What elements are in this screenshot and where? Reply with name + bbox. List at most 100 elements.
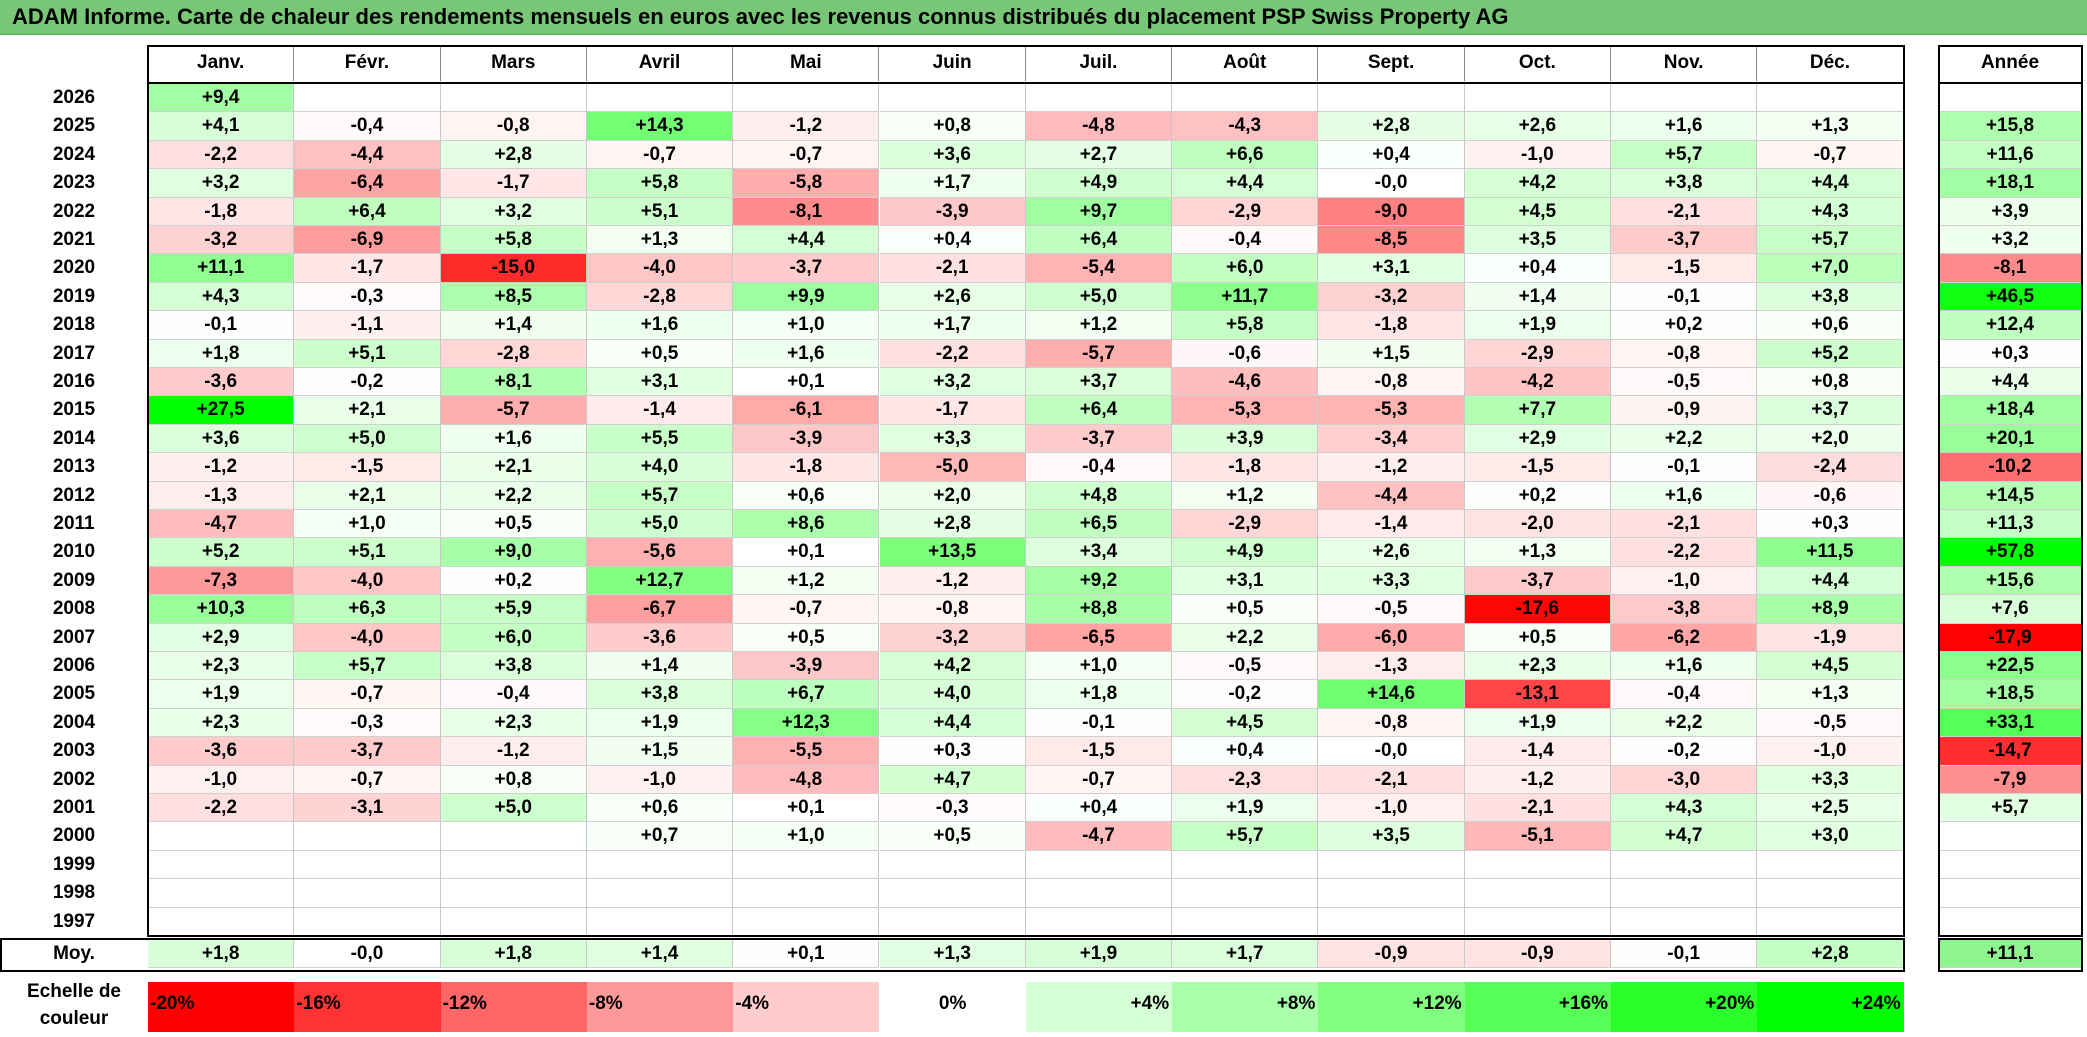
- heatmap-cell: +5,8: [586, 169, 734, 198]
- heatmap-cell: +1,5: [1318, 339, 1465, 368]
- average-cell: +1,9: [1025, 940, 1173, 968]
- heatmap-cell: [1318, 879, 1465, 908]
- heatmap-cell: +5,1: [294, 538, 441, 567]
- average-cell: -0,9: [1318, 940, 1465, 968]
- heatmap-cell: +13,5: [879, 538, 1026, 567]
- heatmap-cell: +0,8: [879, 112, 1026, 141]
- heatmap-cell: +2,2: [1172, 623, 1319, 652]
- heatmap-cell: +14,6: [1318, 680, 1465, 709]
- heatmap-cell: -4,0: [294, 623, 441, 652]
- heatmap-cell: +0,1: [733, 794, 880, 823]
- heatmap-cell: [1757, 907, 1904, 936]
- average-cell: +2,8: [1757, 940, 1904, 968]
- heatmap-cell: -15,0: [440, 254, 587, 283]
- year-label: 2007: [52, 626, 96, 648]
- heatmap-cell: +2,2: [1611, 708, 1758, 738]
- heatmap-cell: -1,4: [586, 396, 734, 425]
- heatmap-cell: [148, 850, 295, 880]
- year-label: 2017: [52, 342, 96, 364]
- heatmap-cell: -5,7: [440, 396, 587, 425]
- heatmap-cell: [1757, 850, 1904, 880]
- heatmap-cell: -0,5: [1757, 708, 1904, 738]
- heatmap-cell: -0,0: [1318, 737, 1465, 766]
- heatmap-cell: -3,9: [879, 197, 1026, 226]
- heatmap-cell: +4,4: [879, 708, 1026, 738]
- heatmap-cell: -1,8: [148, 197, 295, 226]
- header-rule-months: [148, 82, 1904, 84]
- color-scale-label: Echelle de couleur: [27, 981, 121, 1029]
- heatmap-cell: -3,7: [1464, 566, 1611, 596]
- heatmap-cell: [1025, 84, 1173, 113]
- heatmap-cell: -4,6: [1172, 368, 1319, 397]
- heatmap-cell: +2,3: [148, 652, 295, 681]
- heatmap-cell: [586, 879, 734, 908]
- heatmap-cell: +2,3: [440, 708, 587, 738]
- month-header: Sept.: [1318, 46, 1465, 81]
- heatmap-cell: [148, 879, 295, 908]
- heatmap-cell: [1611, 84, 1758, 113]
- heatmap-cell: -2,1: [1464, 794, 1611, 823]
- heatmap-cell: -0,0: [1318, 169, 1465, 198]
- heatmap-cell: +1,7: [879, 311, 1026, 340]
- heatmap-cell: -0,3: [294, 708, 441, 738]
- heatmap-cell: -0,1: [1611, 453, 1758, 482]
- year-label: 1997: [52, 910, 96, 932]
- heatmap-cell: -1,7: [879, 396, 1026, 425]
- heatmap-cell: -0,3: [294, 282, 441, 312]
- heatmap-cell: +4,7: [879, 765, 1026, 794]
- heatmap-cell: +1,9: [1464, 708, 1611, 738]
- heatmap-cell: +3,1: [1318, 254, 1465, 283]
- year-label: 2010: [52, 541, 96, 563]
- report-title: ADAM Informe. Carte de chaleur des rende…: [12, 4, 1509, 29]
- heatmap-cell: -5,6: [586, 538, 734, 567]
- heatmap-cell: -9,0: [1318, 197, 1465, 226]
- heatmap-cell: -3,6: [586, 623, 734, 652]
- average-cell: +1,4: [586, 940, 734, 968]
- heatmap-cell: +6,6: [1172, 140, 1319, 170]
- heatmap-cell: -5,3: [1318, 396, 1465, 425]
- heatmap-cell: -1,2: [148, 453, 295, 482]
- heatmap-cell: -2,2: [1611, 538, 1758, 567]
- heatmap-cell: -3,7: [1025, 424, 1173, 454]
- average-cell: +1,3: [879, 940, 1026, 968]
- heatmap-cell: -1,9: [1757, 623, 1904, 652]
- heatmap-cell: -5,3: [1172, 396, 1319, 425]
- heatmap-cell: -1,0: [1318, 794, 1465, 823]
- heatmap-cell: [1025, 907, 1173, 936]
- color-scale-swatch: -20%: [148, 982, 295, 1032]
- year-label: 2008: [52, 598, 96, 620]
- average-cell: +1,7: [1172, 940, 1319, 968]
- heatmap-cell: +4,3: [148, 282, 295, 312]
- heatmap-cell: +3,2: [148, 169, 295, 198]
- heatmap-cell: +1,0: [294, 510, 441, 539]
- heatmap-cell: +2,1: [294, 481, 441, 510]
- heatmap-cell: -2,9: [1464, 339, 1611, 368]
- heatmap-cell: [440, 84, 587, 113]
- heatmap-cell: +4,7: [1611, 822, 1758, 851]
- heatmap-cell: +1,9: [1464, 311, 1611, 340]
- heatmap-cell: -2,1: [1318, 765, 1465, 794]
- heatmap-cell: +0,4: [1464, 254, 1611, 283]
- annual-cell: +0,3: [1939, 339, 2082, 368]
- heatmap-cell: +4,9: [1172, 538, 1319, 567]
- heatmap-cell: -2,1: [1611, 510, 1758, 539]
- annual-cell: +7,6: [1939, 595, 2082, 624]
- heatmap-cell: +2,3: [148, 708, 295, 738]
- annual-cell: -7,9: [1939, 765, 2082, 794]
- heatmap-cell: -0,6: [1757, 481, 1904, 510]
- month-header: Août: [1172, 46, 1319, 81]
- heatmap-cell: +6,0: [440, 623, 587, 652]
- heatmap-cell: +1,2: [1172, 481, 1319, 510]
- heatmap-cell: [733, 907, 880, 936]
- heatmap-cell: +12,3: [733, 708, 880, 738]
- heatmap-cell: -5,0: [879, 453, 1026, 482]
- heatmap-cell: +4,5: [1172, 708, 1319, 738]
- heatmap-cell: [1611, 879, 1758, 908]
- annual-cell: [1939, 907, 2082, 936]
- heatmap-cell: -1,5: [1464, 453, 1611, 482]
- heatmap-cell: -2,2: [148, 140, 295, 170]
- heatmap-cell: -0,9: [1611, 396, 1758, 425]
- heatmap-cell: -13,1: [1464, 680, 1611, 709]
- heatmap-cell: +2,8: [440, 140, 587, 170]
- heatmap-cell: +8,9: [1757, 595, 1904, 624]
